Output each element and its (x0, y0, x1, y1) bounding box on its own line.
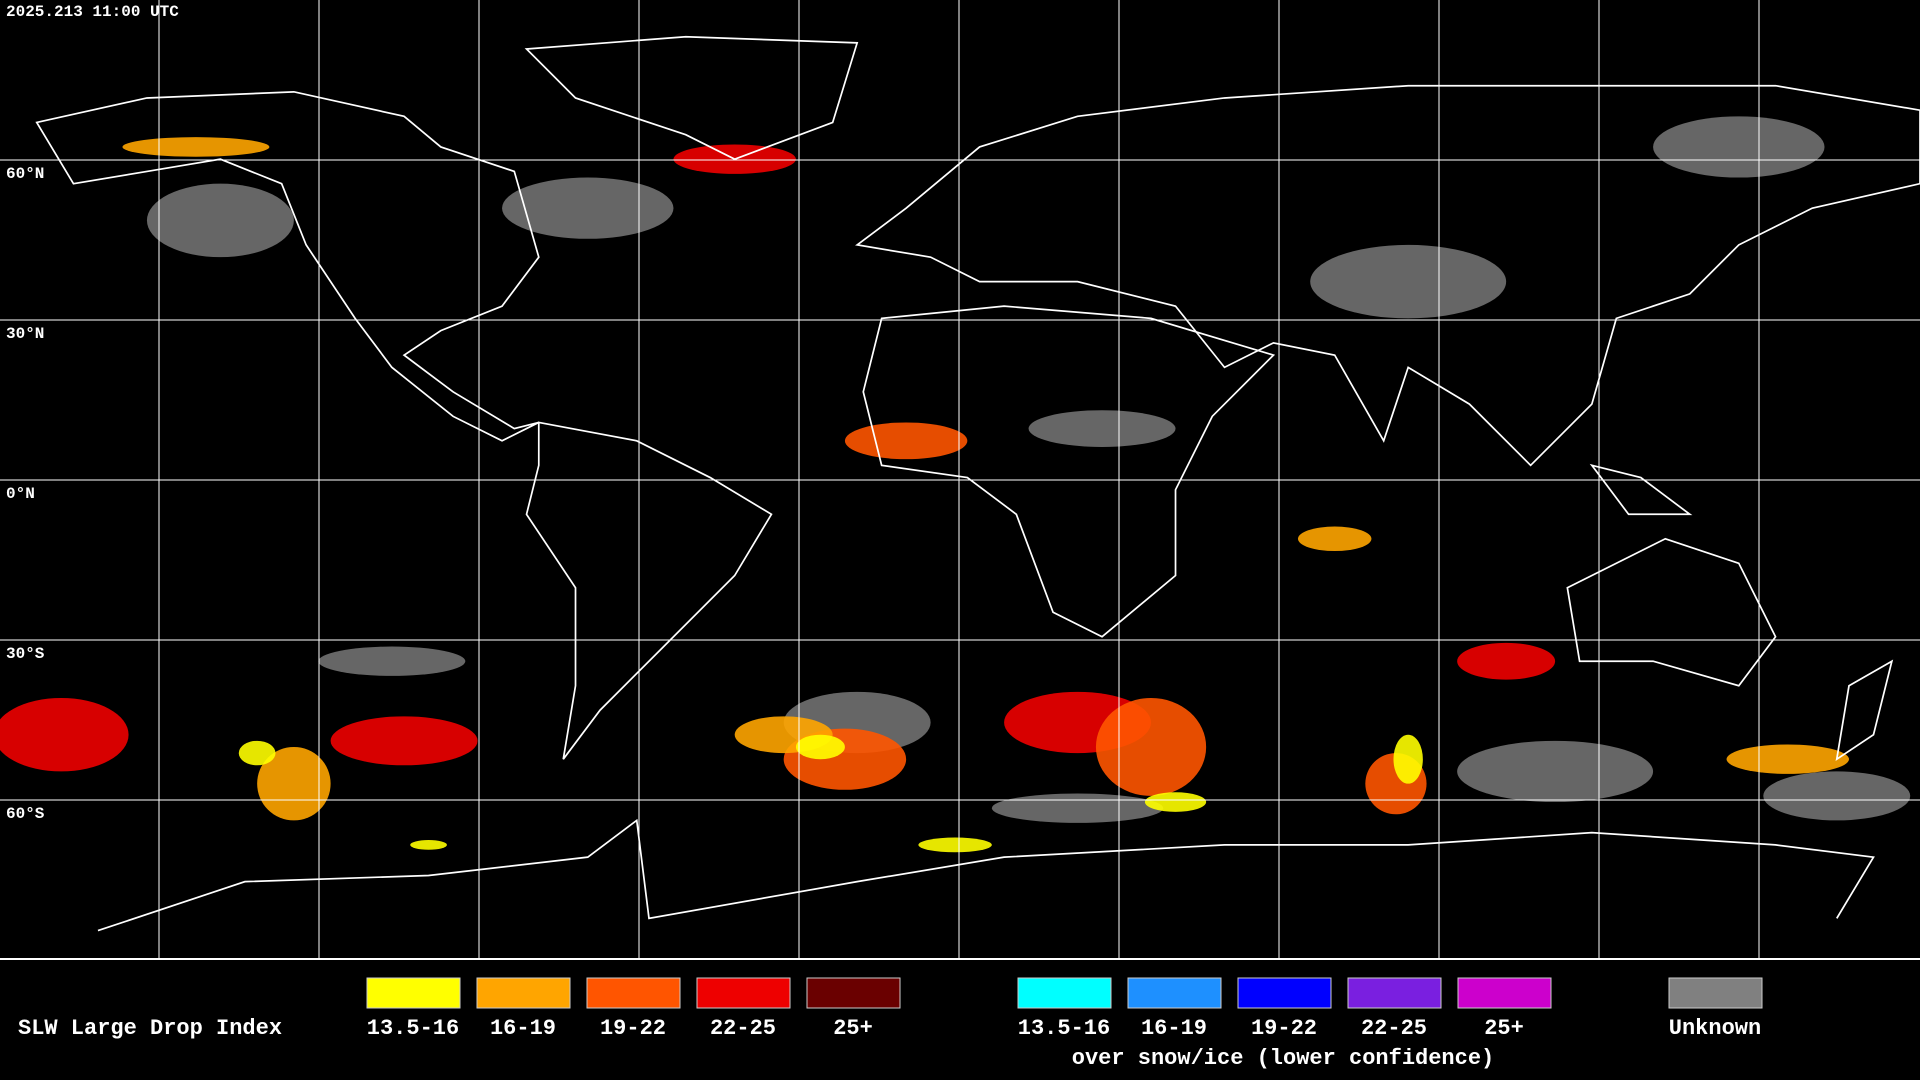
legend-swatch (806, 977, 901, 1009)
legend-label: 19-22 (1251, 1016, 1317, 1041)
timestamp: 2025.213 11:00 UTC (6, 3, 179, 21)
legend-title: SLW Large Drop Index (18, 1016, 282, 1041)
legend-swatch (476, 977, 571, 1009)
legend-swatch (1127, 977, 1222, 1009)
legend-swatch (366, 977, 461, 1009)
legend-label: 22-25 (710, 1016, 776, 1041)
legend-swatch (1457, 977, 1552, 1009)
lat-label: 60°S (6, 805, 45, 823)
legend-swatch (1668, 977, 1763, 1009)
legend-label: 22-25 (1361, 1016, 1427, 1041)
map (0, 0, 1920, 960)
legend-label: 13.5-16 (367, 1016, 459, 1041)
legend-swatch (696, 977, 791, 1009)
lat-label: 60°N (6, 165, 44, 183)
legend-label: 19-22 (600, 1016, 666, 1041)
lat-label: 0°N (6, 485, 35, 503)
legend-label: 25+ (1484, 1016, 1524, 1041)
legend-caption: over snow/ice (lower confidence) (1072, 1046, 1494, 1071)
legend-swatch (1347, 977, 1442, 1009)
legend-label: 16-19 (1141, 1016, 1207, 1041)
lat-label: 30°S (6, 645, 45, 663)
legend: SLW Large Drop Index over snow/ice (lowe… (18, 977, 1763, 1071)
legend-swatch (1237, 977, 1332, 1009)
lat-label: 30°N (6, 325, 44, 343)
legend-label: 25+ (833, 1016, 873, 1041)
legend-swatch (1017, 977, 1112, 1009)
graticule (0, 0, 1920, 958)
legend-label: 16-19 (490, 1016, 556, 1041)
legend-label: Unknown (1669, 1016, 1761, 1041)
legend-label: 13.5-16 (1018, 1016, 1110, 1041)
legend-swatch (586, 977, 681, 1009)
coastlines (35, 35, 1920, 932)
map-border (0, 958, 1920, 960)
